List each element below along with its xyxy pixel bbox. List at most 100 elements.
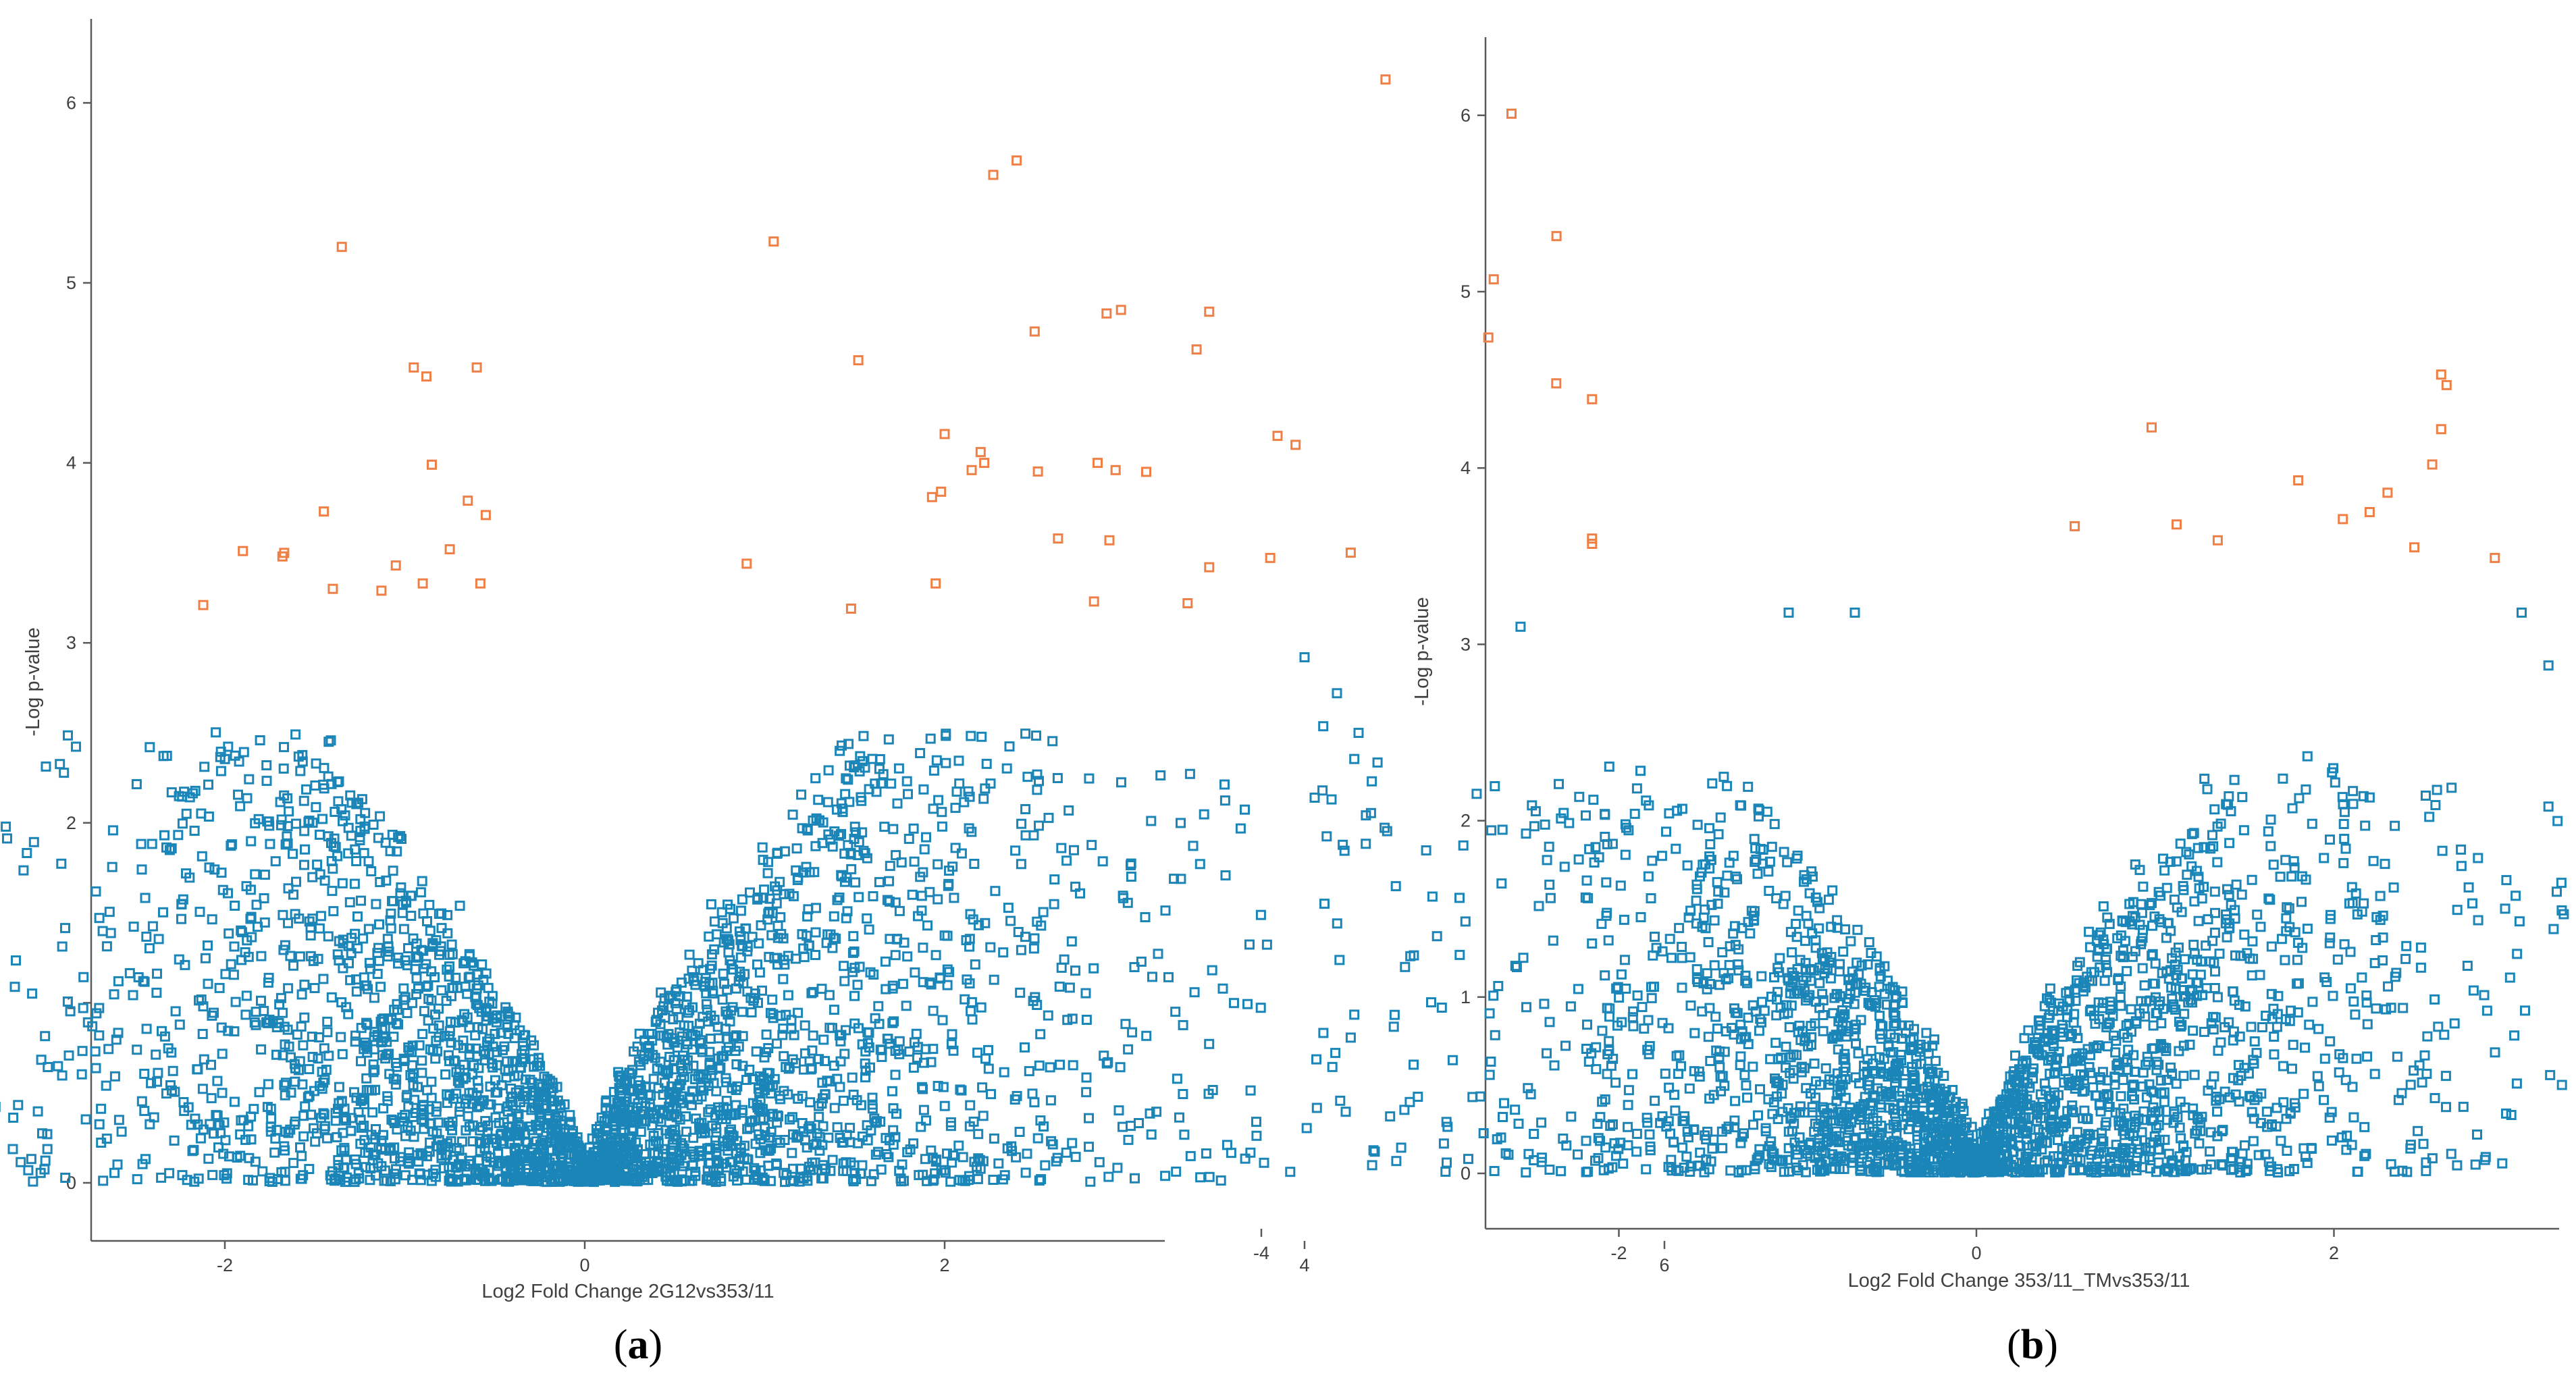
data-point [1735,1051,1746,1062]
data-point [334,936,344,947]
data-point [514,1085,525,1096]
data-point [2287,803,2298,814]
data-point [558,1136,569,1147]
data-point [1545,893,1556,903]
significant-point [1204,307,1215,317]
data-point [76,1069,87,1080]
data-point [2074,957,2085,967]
data-point [1016,859,1026,870]
data-point [217,1048,228,1059]
data-point [1644,800,1654,811]
data-point [1753,1110,1763,1121]
data-point [2130,946,2140,957]
data-point [907,889,918,900]
data-point [731,1085,741,1095]
data-point [2430,800,2441,810]
data-point [1497,824,1508,835]
data-point [731,1059,742,1069]
data-point [136,839,147,849]
data-point [894,905,905,916]
data-point [1560,1040,1571,1051]
data-point [1317,785,1328,796]
data-point [1086,840,1097,851]
data-point [1066,936,1077,947]
data-point [2171,1078,2182,1089]
data-point [2153,1120,2164,1131]
data-point [1031,730,1041,741]
data-point [447,1174,458,1185]
data-point [629,1046,639,1057]
data-point [754,1087,765,1098]
data-point [1484,1069,1495,1080]
data-point [2230,913,2240,924]
data-point [78,1003,88,1013]
data-point [1081,1087,1092,1098]
data-point [749,1163,760,1173]
data-point [957,1175,968,1186]
data-point [103,1044,114,1055]
data-point [931,755,942,766]
data-point [283,918,293,928]
data-point [166,787,177,798]
data-point [2500,903,2511,914]
data-point [2108,1030,2119,1041]
data-point [838,1095,849,1106]
data-point [775,1094,786,1105]
data-point [843,774,853,785]
data-point [28,1176,38,1187]
data-point [1045,1062,1055,1073]
data-point [1823,895,1834,905]
data-point [880,956,891,967]
data-point [1795,955,1806,965]
data-point [1523,1148,1534,1159]
significant-point [926,491,937,502]
data-point [1905,1087,1916,1098]
data-point [884,896,895,907]
data-point [1229,998,1239,1009]
data-point [259,870,270,880]
significant-point [319,506,330,517]
data-point [1713,829,1724,840]
data-point [985,778,996,789]
data-point [2324,1112,2335,1123]
data-point [2147,949,2158,959]
data-point [382,934,393,945]
data-point [799,952,810,963]
data-point [1554,778,1564,789]
data-point [307,1032,317,1042]
data-point [280,839,291,850]
data-point [2414,1060,2425,1071]
data-point [414,1040,425,1051]
data-point [2181,847,2192,857]
data-point [248,1175,258,1186]
data-point [1600,970,1610,981]
data-point [1020,728,1031,739]
data-point [703,1171,714,1181]
data-point [1791,853,1802,864]
data-point [2211,1092,2222,1102]
data-point [862,1135,873,1146]
data-point [1326,794,1337,805]
data-point [844,760,855,771]
data-point [976,731,987,742]
data-point [1112,1163,1123,1173]
data-point [2098,901,2109,911]
data-point [371,1170,381,1181]
data-point [2479,990,2490,1001]
significant-point [768,236,779,247]
data-point [250,1157,261,1167]
data-point [742,941,753,952]
data-point [1818,1026,1829,1036]
data-point [256,1044,267,1055]
data-point [1185,1150,1196,1161]
data-point [1766,841,1777,852]
data-point [2288,1040,2298,1051]
data-point [460,981,471,992]
data-point [310,1136,321,1147]
data-point [610,1119,621,1130]
data-point [1641,1113,1652,1123]
y-tick-label: 3 [66,633,76,653]
data-point [660,1078,670,1088]
data-point [101,1080,111,1091]
data-point [2209,1071,2219,1082]
